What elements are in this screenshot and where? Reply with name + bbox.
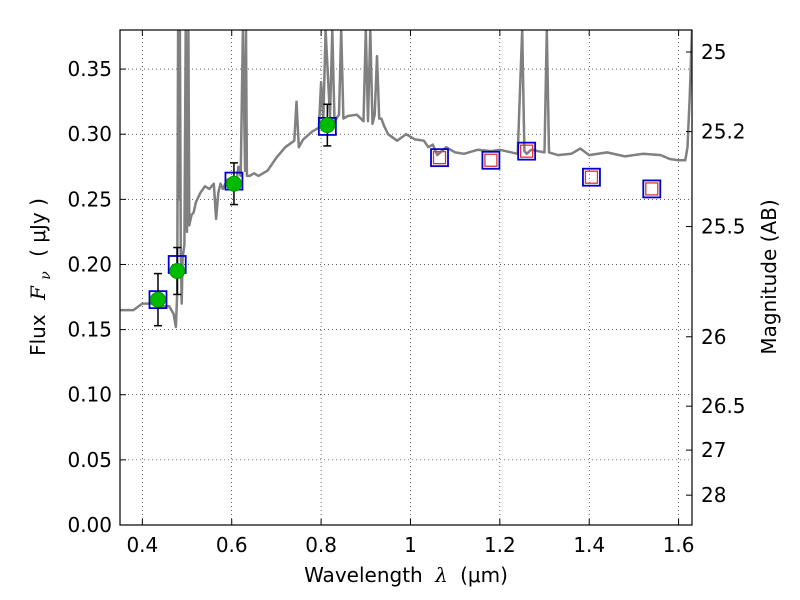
y-tick-label: 0.20 xyxy=(67,252,112,276)
observed-upper-square xyxy=(584,170,599,184)
mag-tick-label: 25 xyxy=(701,40,726,64)
plot-background xyxy=(120,30,692,525)
mag-tick-label: 25.2 xyxy=(701,120,746,144)
y-axis-label: Flux F ν ( μJy ) xyxy=(26,198,55,356)
mag-tick-label: 27 xyxy=(701,438,726,462)
y-tick-label: 0.35 xyxy=(67,57,112,81)
x-axis-unit: (μm) xyxy=(460,563,508,587)
plot-frame xyxy=(119,29,693,526)
x-tick-label: 0.6 xyxy=(216,533,248,557)
observed-upper-square xyxy=(432,151,447,165)
spectrum-line xyxy=(120,30,692,329)
observed-point xyxy=(149,291,166,308)
y-axis-label-text: Flux xyxy=(26,314,50,356)
model-photometry-square xyxy=(430,148,449,168)
x-tick-label: 1.2 xyxy=(484,533,516,557)
data-layer xyxy=(120,30,692,329)
x-axis-symbol: λ xyxy=(434,563,448,587)
x-tick-label: 0.4 xyxy=(126,533,158,557)
observed-point xyxy=(319,117,336,134)
x-tick-label: 1 xyxy=(404,533,417,557)
y-tick-label: 0.05 xyxy=(67,448,112,472)
model-photometry-square xyxy=(582,167,601,187)
model-photometry-square xyxy=(642,179,662,199)
y-tick-label: 0.00 xyxy=(67,513,112,537)
x-axis-label-text: Wavelength xyxy=(304,563,423,587)
observed-upper-square xyxy=(520,144,534,158)
mag-tick-label: 28 xyxy=(701,483,726,507)
y-axis-unit: ( μJy ) xyxy=(26,198,50,257)
ticks: 0.4 0.6 0.8 1 1.2 1.4 1.6 0.00 0.05 0.10 0.15 0.20 0… xyxy=(67,30,746,557)
x-tick-label: 1.6 xyxy=(663,533,695,557)
y-tick-label: 0.15 xyxy=(67,318,112,342)
mag-tick-label: 26.5 xyxy=(701,394,746,418)
observed-upper-square xyxy=(645,182,659,196)
model-photometry-square xyxy=(517,141,537,161)
mag-tick-label: 25.5 xyxy=(701,215,746,239)
x-axis-label: Wavelength λ (μm) xyxy=(304,563,508,587)
markers-layer xyxy=(148,103,662,327)
right-axis-label: Magnitude (AB) xyxy=(757,199,781,354)
observed-point xyxy=(225,175,242,192)
mag-tick-label: 26 xyxy=(701,325,726,349)
y-axis-subscript: ν xyxy=(38,271,54,280)
observed-point xyxy=(169,262,186,279)
x-tick-label: 0.8 xyxy=(305,533,337,557)
observed-upper-square xyxy=(484,153,498,167)
x-tick-label: 1.4 xyxy=(573,533,605,557)
y-axis-symbol: F xyxy=(26,285,50,301)
model-photometry-square xyxy=(481,150,501,170)
y-tick-label: 0.10 xyxy=(67,383,112,407)
y-tick-label: 0.30 xyxy=(67,122,112,146)
y-tick-label: 0.25 xyxy=(67,187,112,211)
